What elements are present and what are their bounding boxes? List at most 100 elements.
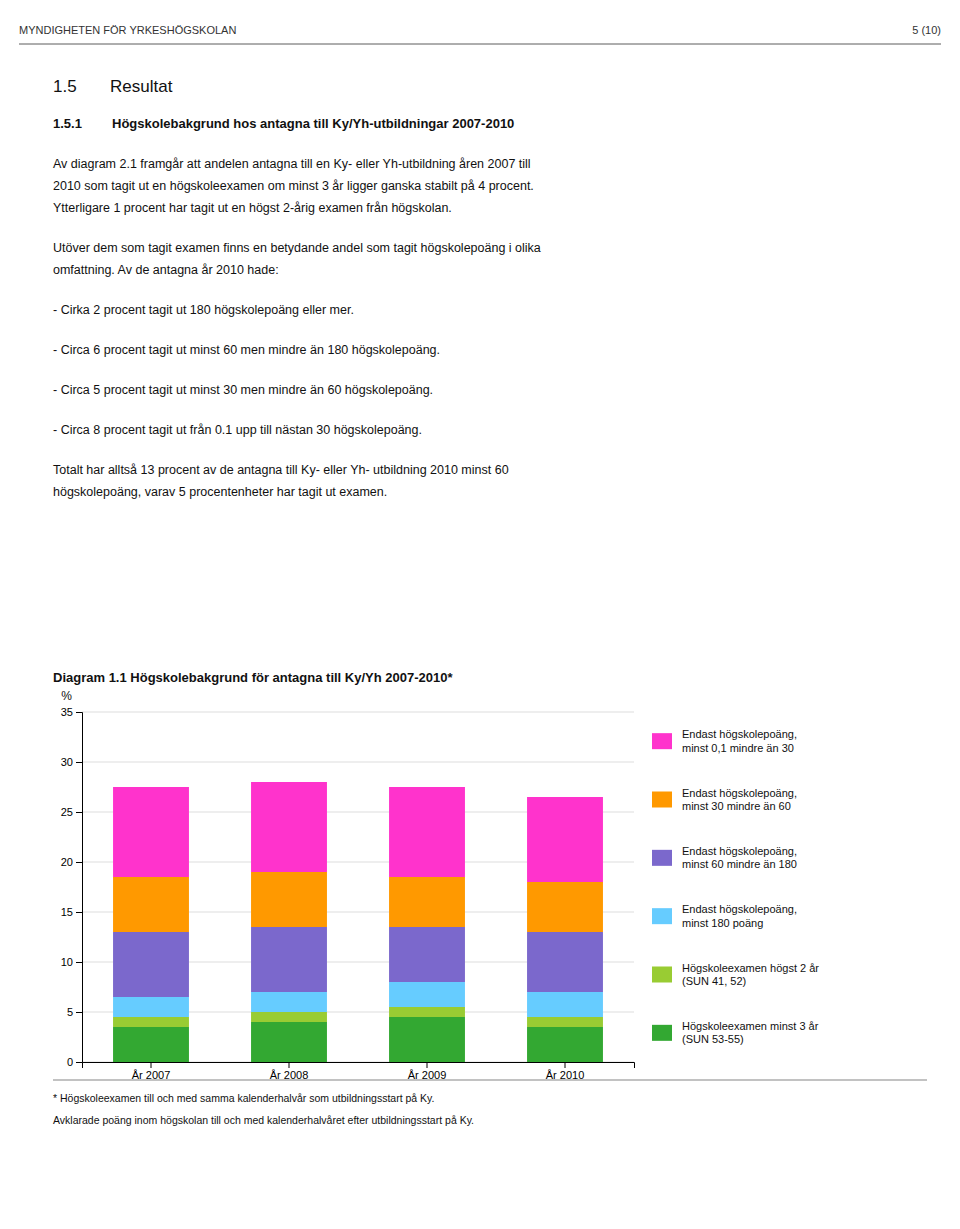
- bar: [113, 1017, 189, 1027]
- y-axis-line: [76, 713, 83, 1063]
- bar: [251, 782, 327, 872]
- legend-label-line: (SUN 53-55): [682, 1033, 744, 1045]
- bar: [527, 932, 603, 992]
- y-tick-label: 5: [67, 1006, 73, 1018]
- bar: [527, 882, 603, 932]
- y-tick-mark: [76, 862, 82, 863]
- series: [113, 927, 603, 997]
- bar: [389, 1017, 465, 1062]
- bar: [113, 877, 189, 932]
- y-tick-mark: [76, 812, 82, 813]
- bar: [389, 787, 465, 877]
- y-tick: 5: [67, 1006, 82, 1018]
- legend-label-line: Endast högskolepoäng,: [682, 903, 797, 915]
- legend-swatch: [652, 967, 672, 983]
- section-number: 1.5: [53, 77, 77, 96]
- legend-label: Endast högskolepoäng,minst 30 mindre än …: [682, 787, 797, 812]
- page: MYNDIGHETEN FÖR YRKESHÖGSKOLAN5 (10)1.5R…: [0, 0, 960, 1229]
- x-axis-line: [83, 1063, 635, 1069]
- grid: [82, 712, 634, 1062]
- body-text: Av diagram 2.1 framgår att andelen antag…: [53, 157, 531, 171]
- bar: [389, 982, 465, 1007]
- bars: [113, 782, 603, 1062]
- page-header-left: MYNDIGHETEN FÖR YRKESHÖGSKOLAN: [19, 24, 236, 36]
- x-tick-label: År 2009: [408, 1069, 447, 1081]
- x-tick: År 2009: [408, 1062, 447, 1081]
- bar: [251, 992, 327, 1012]
- y-tick-mark: [76, 712, 82, 713]
- y-tick: 30: [61, 756, 82, 768]
- legend-label-line: minst 60 mindre än 180: [682, 858, 797, 870]
- y-tick-mark: [76, 1012, 82, 1013]
- legend-item: Endast högskolepoäng, minst 180 poäng: [652, 903, 797, 928]
- x-tick-label: År 2007: [132, 1069, 171, 1081]
- x-tick-mark: [427, 1062, 428, 1068]
- legend-label-line: Endast högskolepoäng,: [682, 845, 797, 857]
- y-tick-label: 35: [61, 706, 73, 718]
- footnote-rule: [53, 1080, 927, 1081]
- header-rule: [19, 44, 941, 45]
- legend-label-line: Högskoleexamen minst 3 år: [682, 1020, 819, 1032]
- x-tick-mark: [151, 1062, 152, 1068]
- legend-item: Endast högskolepoäng,minst 30 mindre än …: [652, 787, 797, 812]
- bar: [251, 872, 327, 927]
- legend-label-line: minst 30 mindre än 60: [682, 800, 791, 812]
- bar: [251, 1012, 327, 1022]
- chart-title: Diagram 1.1 Högskolebakgrund för antagna…: [53, 670, 453, 685]
- bar: [527, 1027, 603, 1062]
- bar: [113, 932, 189, 997]
- bar: [113, 997, 189, 1017]
- legend-label: Endast högskolepoäng,minst 60 mindre än …: [682, 845, 797, 870]
- footnote: * Högskoleexamen till och med samma kale…: [53, 1092, 435, 1104]
- body-text: högskolepoäng, varav 5 procentenheter ha…: [53, 485, 387, 499]
- y-tick-label: 30: [61, 756, 73, 768]
- bar: [251, 1022, 327, 1062]
- bar: [527, 1017, 603, 1027]
- legend-label-line: minst 180 poäng: [682, 917, 763, 929]
- y-tick-label: 10: [61, 956, 73, 968]
- x-tick-mark: [289, 1062, 290, 1068]
- body-text: - Circa 8 procent tagit ut från 0.1 upp …: [53, 423, 422, 437]
- x-tick: År 2007: [132, 1062, 171, 1081]
- body-text: omfattning. Av de antagna år 2010 hade:: [53, 263, 279, 277]
- body-text: Totalt har alltså 13 procent av de antag…: [53, 463, 509, 477]
- bar: [389, 927, 465, 982]
- y-tick-mark: [76, 1062, 82, 1063]
- legend-swatch: [652, 1025, 672, 1041]
- series: [113, 1017, 603, 1062]
- y-tick-label: 15: [61, 906, 73, 918]
- y-tick: 25: [61, 806, 82, 818]
- legend-swatch: [652, 908, 672, 924]
- legend-item: Högskoleexamen högst 2 år(SUN 41, 52): [652, 962, 819, 987]
- legend-label-line: Högskoleexamen högst 2 år: [682, 962, 819, 974]
- x-tick-label: År 2008: [270, 1069, 309, 1081]
- legend-swatch: [652, 850, 672, 866]
- y-axis: 0 5 10 15 20 25 30 35: [61, 706, 83, 1068]
- legend-item: Endast högskolepoäng,minst 60 mindre än …: [652, 845, 797, 870]
- legend-label: Högskoleexamen minst 3 år(SUN 53-55): [682, 1020, 819, 1045]
- footnote: Avklarade poäng inom högskolan till och …: [53, 1114, 474, 1126]
- bar: [389, 1007, 465, 1017]
- legend-item: Endast högskolepoäng,minst 0,1 mindre än…: [652, 728, 797, 753]
- section-title: Resultat: [110, 77, 173, 96]
- body-text: Utöver dem som tagit examen finns en bet…: [53, 241, 541, 255]
- body-text: - Circa 6 procent tagit ut minst 60 men …: [53, 343, 440, 357]
- legend-label-line: Endast högskolepoäng,: [682, 787, 797, 799]
- y-tick-mark: [76, 962, 82, 963]
- y-tick: 10: [61, 956, 82, 968]
- y-tick-mark: [76, 762, 82, 763]
- legend-label: Endast högskolepoäng,minst 0,1 mindre än…: [682, 728, 797, 753]
- bar: [113, 787, 189, 877]
- y-tick-label: 0: [67, 1056, 73, 1068]
- y-axis-title: %: [61, 689, 72, 703]
- x-axis: År 2007År 2008År 2009År 2010: [83, 1062, 635, 1081]
- body-text: - Circa 5 procent tagit ut minst 30 men …: [53, 383, 433, 397]
- y-tick: 20: [61, 856, 82, 868]
- legend-item: Högskoleexamen minst 3 år(SUN 53-55): [652, 1020, 819, 1045]
- bar: [113, 1027, 189, 1062]
- series: [113, 782, 603, 882]
- y-tick: 35: [61, 706, 82, 718]
- legend-label-line: Endast högskolepoäng,: [682, 728, 797, 740]
- x-tick-mark: [565, 1062, 566, 1068]
- bar: [251, 927, 327, 992]
